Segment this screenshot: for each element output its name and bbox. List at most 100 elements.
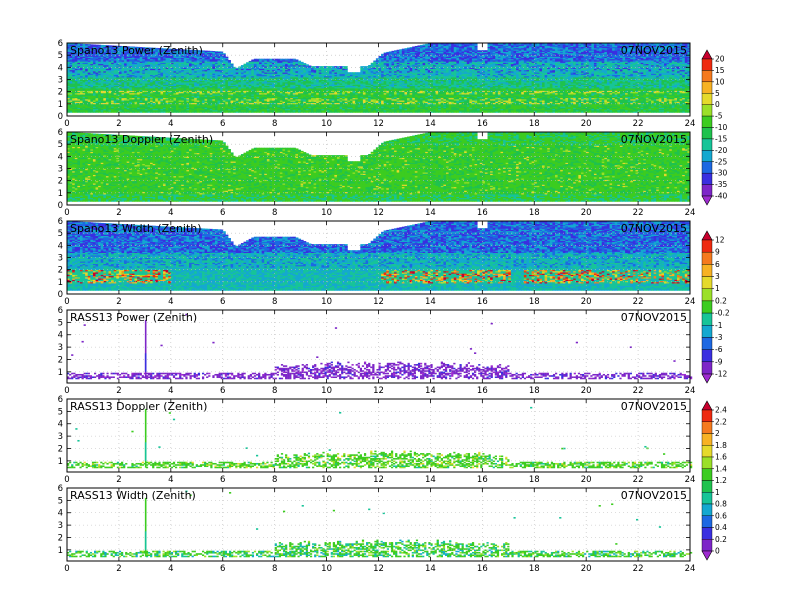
heatmap-cell (90, 106, 94, 108)
heatmap-cell (134, 64, 138, 67)
heatmap-cell (87, 46, 91, 49)
heatmap-cell (92, 61, 96, 63)
heatmap-cell (85, 109, 89, 112)
heatmap-cell (124, 63, 128, 66)
heatmap-cell (90, 58, 94, 61)
heatmap-cell (144, 64, 148, 67)
heatmap-cell (116, 47, 120, 50)
heatmap-cell (98, 69, 102, 72)
heatmap-cell (77, 68, 81, 71)
heatmap-cell (85, 64, 89, 67)
heatmap-cell (82, 43, 86, 45)
heatmap-cell (142, 75, 146, 78)
heatmap-cell (95, 63, 99, 66)
heatmap-cell (137, 73, 141, 76)
heatmap-cell (207, 50, 211, 52)
heatmap-cell (144, 111, 148, 113)
heatmap-cell (92, 96, 96, 99)
heatmap-cell (92, 90, 96, 93)
heatmap-cell (92, 103, 96, 106)
heatmap-cell (79, 86, 83, 89)
heatmap-cell (111, 81, 115, 84)
heatmap-cell (79, 111, 83, 113)
heatmap-cell (113, 83, 117, 85)
heatmap-cell (116, 83, 120, 85)
heatmap-cell (111, 108, 115, 111)
heatmap-cell (139, 50, 143, 52)
heatmap-cell (111, 96, 115, 99)
heatmap-cell (87, 68, 91, 71)
heatmap-cell (74, 91, 78, 94)
heatmap-cell (142, 98, 146, 101)
heatmap-cell (225, 56, 229, 58)
heatmap-cell (85, 90, 89, 93)
heatmap-cell (118, 51, 122, 54)
heatmap-cell (77, 91, 81, 94)
heatmap-cell (131, 62, 135, 65)
heatmap-cell (69, 61, 73, 63)
heatmap-cell (129, 106, 133, 108)
heatmap-cell (82, 86, 86, 89)
heatmap-cell (121, 94, 125, 96)
heatmap-cell (118, 85, 122, 88)
heatmap-cell (124, 100, 128, 102)
heatmap-cell (85, 79, 89, 82)
heatmap-cell (134, 94, 138, 96)
heatmap-cell (87, 77, 91, 79)
heatmap-cell (118, 102, 122, 105)
heatmap-cell (87, 92, 91, 95)
heatmap-cell (77, 51, 81, 54)
heatmap-cell (82, 69, 86, 72)
heatmap-cell (74, 63, 78, 66)
heatmap-cell (129, 105, 133, 107)
heatmap-cell (77, 52, 81, 55)
heatmap-cell (82, 108, 86, 111)
heatmap-cell (139, 106, 143, 108)
heatmap-cell (72, 68, 76, 71)
heatmap-cell (108, 103, 112, 106)
heatmap-cell (113, 81, 117, 84)
heatmap-cell (67, 92, 70, 95)
heatmap-cell (137, 50, 141, 52)
heatmap-cell (113, 78, 117, 80)
heatmap-cell (95, 95, 99, 97)
heatmap-cell (77, 57, 81, 60)
heatmap-cell (98, 61, 102, 63)
heatmap-cell (69, 46, 73, 49)
heatmap-cell (134, 56, 138, 58)
heatmap-cell (126, 67, 130, 69)
heatmap-cell (92, 75, 96, 78)
heatmap-cell (118, 98, 122, 101)
heatmap-cell (116, 46, 120, 49)
heatmap-cell (95, 64, 99, 67)
heatmap-cell (82, 88, 86, 90)
heatmap-cell (95, 51, 99, 54)
heatmap-cell (111, 67, 115, 69)
heatmap-cell (100, 86, 104, 89)
heatmap-cell (124, 84, 128, 86)
heatmap-cell (129, 47, 133, 50)
heatmap-cell (72, 79, 76, 82)
heatmap-cell (95, 96, 99, 99)
heatmap-cell (142, 74, 146, 77)
heatmap-cell (134, 80, 138, 83)
heatmap-cell (129, 100, 133, 102)
heatmap-cell (126, 61, 130, 63)
heatmap-cell (90, 73, 94, 76)
heatmap-cell (85, 111, 89, 113)
heatmap-cell (90, 80, 94, 83)
heatmap-cell (69, 45, 73, 48)
heatmap-cell (126, 85, 130, 88)
heatmap-cell (92, 70, 96, 73)
heatmap-cell (92, 91, 96, 94)
heatmap-cell (134, 81, 138, 84)
heatmap-cell (134, 61, 138, 63)
heatmap-cell (72, 67, 76, 69)
heatmap-cell (100, 106, 104, 108)
heatmap-cell (124, 56, 128, 58)
heatmap-cell (77, 47, 81, 50)
heatmap-cell (82, 95, 86, 97)
heatmap-cell (67, 66, 70, 68)
heatmap-cell (87, 61, 91, 63)
heatmap-cell (98, 55, 102, 57)
